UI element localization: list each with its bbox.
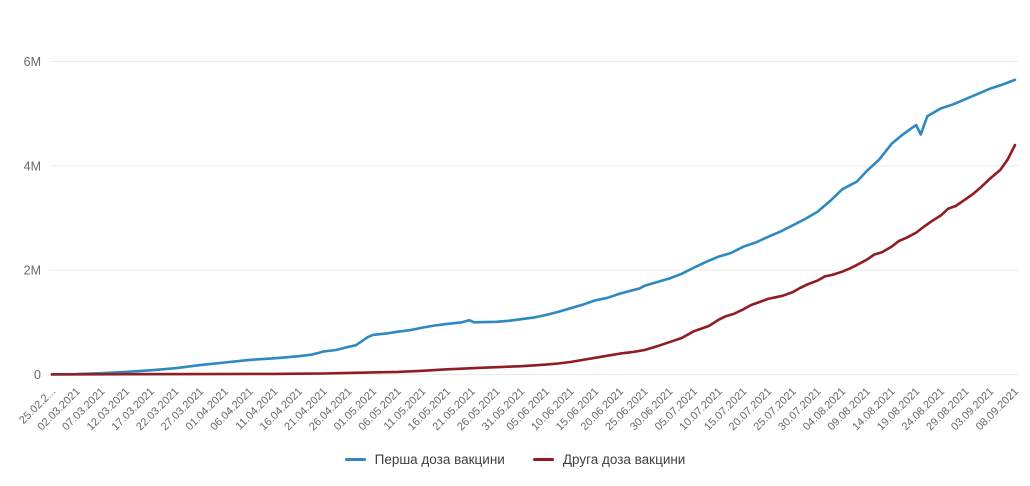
y-axis-label: 6M [24,55,41,69]
y-axis-label: 4M [24,159,41,173]
legend-label-first-dose: Перша доза вакцини [374,452,505,467]
legend-swatch-first-dose-icon [344,457,366,462]
series-line-second-dose [50,143,1017,376]
series-line-first-dose [50,78,1017,376]
legend-item-second-dose[interactable]: Друга доза вакцини [532,452,686,467]
y-axis-label: 0 [34,368,41,382]
chart-plot-area: 02M4M6M25.02.2...02.03.202107.03.202112.… [17,55,1021,433]
chart-legend: Перша доза вакцини Друга доза вакцини [0,452,1030,467]
y-axis-label: 2M [24,264,41,278]
legend-swatch-second-dose-icon [532,457,554,462]
legend-item-first-dose[interactable]: Перша доза вакцини [344,452,505,467]
legend-label-second-dose: Друга доза вакцини [562,452,686,467]
